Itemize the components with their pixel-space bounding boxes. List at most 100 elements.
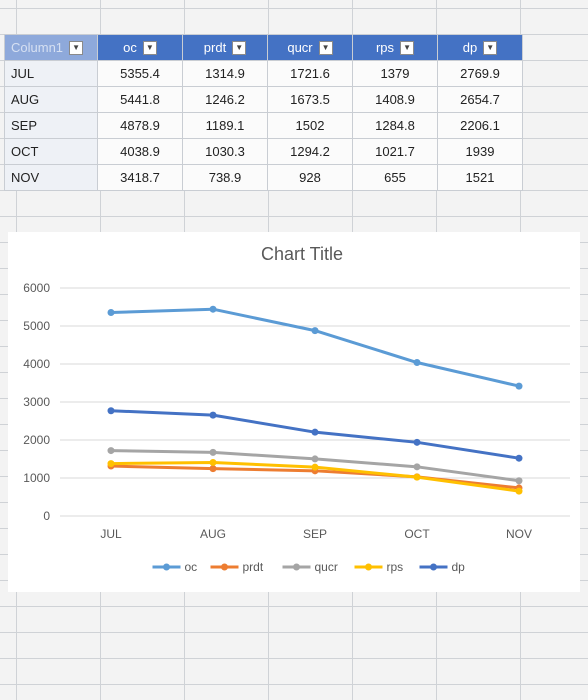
series-line (110, 307, 520, 388)
row-label[interactable]: AUG (4, 86, 98, 113)
data-point (515, 487, 523, 495)
table-cell[interactable]: 1521 (437, 164, 523, 191)
data-point (413, 463, 421, 471)
data-point (413, 438, 421, 446)
table-cell[interactable]: 1379 (352, 60, 438, 87)
legend-label: rps (387, 560, 404, 574)
filter-dropdown-icon[interactable]: ▼ (69, 41, 84, 56)
table-cell[interactable]: 2654.7 (437, 86, 523, 113)
y-axis-ticks: 0 1000 2000 3000 4000 5000 6000 (23, 281, 50, 523)
data-point (311, 455, 319, 463)
gridlines (60, 287, 570, 517)
table-cell[interactable]: 1939 (437, 138, 523, 165)
row-label[interactable]: SEP (4, 112, 98, 139)
chart-area[interactable]: Chart Title 0 1000 2000 3000 4000 5000 6000 JU… (8, 232, 580, 592)
row-label[interactable]: JUL (4, 60, 98, 87)
x-tick-label: NOV (506, 527, 532, 541)
legend-label: oc (185, 560, 198, 574)
x-axis-ticks: JUL AUG SEP OCT NOV (100, 527, 532, 541)
table-cell[interactable]: 1314.9 (182, 60, 268, 87)
y-tick-label: 0 (43, 509, 50, 523)
column-header-label: rps (375, 39, 395, 55)
column-header[interactable]: Column1 ▼ (4, 34, 98, 61)
row-label[interactable]: NOV (4, 164, 98, 191)
data-point (209, 305, 217, 313)
legend-swatch-marker (293, 563, 300, 571)
table-cell[interactable]: 738.9 (182, 164, 268, 191)
table-cell[interactable]: 4038.9 (97, 138, 183, 165)
table-cell[interactable]: 5441.8 (97, 86, 183, 113)
filter-dropdown-icon[interactable]: ▼ (142, 41, 157, 56)
data-point (107, 308, 115, 316)
data-point (311, 327, 319, 335)
x-tick-label: OCT (404, 527, 430, 541)
data-point (209, 448, 217, 456)
data-point (209, 458, 217, 466)
table-cell[interactable]: 1673.5 (267, 86, 353, 113)
series-rps (107, 458, 523, 495)
data-point (515, 382, 523, 390)
column-header[interactable]: oc ▼ (97, 34, 183, 61)
x-tick-label: SEP (303, 527, 327, 541)
table-cell[interactable]: 1408.9 (352, 86, 438, 113)
table-cell[interactable]: 1030.3 (182, 138, 268, 165)
row-label[interactable]: OCT (4, 138, 98, 165)
data-point (413, 359, 421, 367)
legend-item: qucr (282, 560, 338, 574)
table-cell[interactable]: 1502 (267, 112, 353, 139)
legend[interactable]: oc prdt qucr rps dp (152, 560, 466, 574)
legend-item: prdt (210, 560, 264, 574)
legend-swatch-marker (221, 563, 228, 571)
data-point (311, 463, 319, 471)
series-dp (107, 407, 523, 462)
column-header[interactable]: rps ▼ (352, 34, 438, 61)
chart-title[interactable]: Chart Title (261, 244, 343, 264)
table-header-row: Column1 ▼ oc ▼ prdt ▼ qucr ▼ rps ▼ dp ▼ (4, 34, 523, 61)
column-header-label: qucr (287, 39, 313, 55)
table-cell[interactable]: 655 (352, 164, 438, 191)
table-cell[interactable]: 1189.1 (182, 112, 268, 139)
filter-dropdown-icon[interactable]: ▼ (400, 41, 415, 56)
table-cell[interactable]: 1294.2 (267, 138, 353, 165)
table-cell[interactable]: 2769.9 (437, 60, 523, 87)
column-header-label: Column1 (11, 39, 64, 55)
y-tick-label: 4000 (23, 357, 50, 371)
table-cell[interactable]: 5355.4 (97, 60, 183, 87)
table-cell[interactable]: 1246.2 (182, 86, 268, 113)
column-header[interactable]: prdt ▼ (182, 34, 268, 61)
table-cell[interactable]: 928 (267, 164, 353, 191)
column-header-label: oc (123, 39, 137, 55)
data-point (107, 447, 115, 455)
series-oc (107, 305, 523, 390)
data-point (311, 428, 319, 436)
data-point (107, 460, 115, 468)
filter-dropdown-icon[interactable]: ▼ (483, 41, 498, 56)
legend-swatch-marker (163, 563, 170, 571)
table-cell[interactable]: 4878.9 (97, 112, 183, 139)
table-row: SEP 4878.9 1189.1 1502 1284.8 2206.1 (4, 112, 523, 139)
y-tick-label: 2000 (23, 433, 50, 447)
data-point (413, 473, 421, 481)
legend-label: qucr (315, 560, 338, 574)
table-cell[interactable]: 2206.1 (437, 112, 523, 139)
column-header[interactable]: qucr ▼ (267, 34, 353, 61)
filter-dropdown-icon[interactable]: ▼ (232, 41, 247, 56)
legend-swatch-marker (430, 563, 437, 571)
table-row: AUG 5441.8 1246.2 1673.5 1408.9 2654.7 (4, 86, 523, 113)
line-chart: Chart Title 0 1000 2000 3000 4000 5000 6000 JU… (23, 244, 570, 574)
table-row: NOV 3418.7 738.9 928 655 1521 (4, 164, 523, 191)
y-tick-label: 5000 (23, 319, 50, 333)
column-header-label: dp (462, 39, 478, 55)
data-table: Column1 ▼ oc ▼ prdt ▼ qucr ▼ rps ▼ dp ▼ JUL 53… (4, 34, 523, 191)
table-cell[interactable]: 3418.7 (97, 164, 183, 191)
column-header[interactable]: dp ▼ (437, 34, 523, 61)
table-cell[interactable]: 1284.8 (352, 112, 438, 139)
x-tick-label: JUL (100, 527, 122, 541)
table-cell[interactable]: 1721.6 (267, 60, 353, 87)
legend-item: oc (152, 560, 198, 574)
table-cell[interactable]: 1021.7 (352, 138, 438, 165)
column-header-label: prdt (203, 39, 227, 55)
x-tick-label: AUG (200, 527, 226, 541)
filter-dropdown-icon[interactable]: ▼ (318, 41, 333, 56)
y-tick-label: 6000 (23, 281, 50, 295)
